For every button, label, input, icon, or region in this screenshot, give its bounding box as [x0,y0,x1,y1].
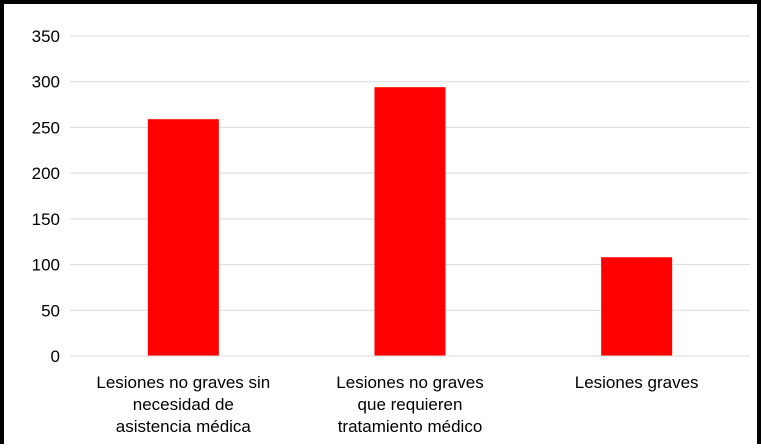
y-tick-label: 50 [41,301,60,320]
y-tick-label: 150 [32,210,60,229]
bar-chart: 0 50 100 150 200 250 300 350 Lesiones no graves… [32,27,750,436]
x-category-label: Lesiones graves [575,373,699,392]
bar [147,119,219,356]
y-tick-label: 0 [51,347,60,366]
y-tick-labels: 0 50 100 150 200 250 300 350 [32,27,60,366]
x-category-label: Lesiones no graves que requieren tratamien… [336,373,483,436]
bar [601,257,673,356]
y-tick-label: 350 [32,27,60,46]
x-category-label: Lesiones no graves sin necesidad de asiste… [96,373,270,436]
bar [374,87,446,356]
y-tick-label: 200 [32,164,60,183]
y-tick-label: 250 [32,118,60,137]
bars [147,87,673,356]
y-tick-label: 100 [32,256,60,275]
y-tick-label: 300 [32,73,60,92]
category-labels: Lesiones no graves sin necesidad de asiste… [96,373,698,436]
